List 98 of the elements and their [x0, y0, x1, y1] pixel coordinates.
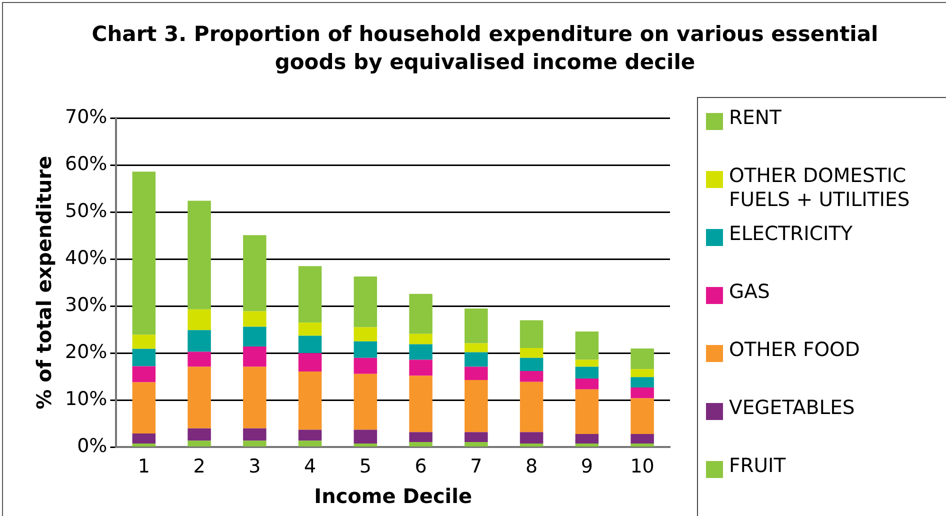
y-tick-label: 30% [64, 294, 108, 316]
bar [188, 309, 211, 330]
bar [132, 366, 156, 382]
x-tick-label: 5 [359, 456, 372, 478]
bar [520, 443, 544, 446]
x-tick-label: 4 [304, 456, 316, 478]
bar [354, 358, 378, 374]
bar [243, 235, 266, 312]
bar [188, 330, 211, 352]
bar [575, 389, 599, 434]
bar [132, 443, 156, 446]
bar [630, 443, 654, 446]
x-tick-label: 7 [470, 456, 482, 478]
bar [188, 200, 211, 310]
bar [132, 348, 156, 366]
x-tick-label: 2 [193, 456, 206, 478]
bar [188, 440, 211, 446]
bar [188, 352, 211, 367]
bar [630, 398, 654, 434]
bar [354, 341, 378, 358]
bar [243, 311, 266, 327]
bar [409, 376, 432, 432]
bar [464, 380, 488, 432]
bar [575, 443, 599, 446]
legend-label: ELECTRICITY [729, 222, 854, 246]
bar [132, 434, 156, 444]
chart-title: Chart 3. Proportion of household expenditure on various essential goods by equivalised income decile [90, 21, 880, 76]
legend-label: VEGETABLES [729, 396, 856, 420]
bar [630, 377, 654, 388]
bar [464, 308, 488, 344]
bar [630, 434, 654, 444]
x-tick-label: 10 [630, 456, 654, 478]
x-tick-label: 3 [248, 456, 261, 478]
legend-label: OTHER DOMESTIC FUELS + UTILITIES [729, 164, 911, 212]
bar [298, 353, 322, 372]
x-tick-label: 9 [580, 456, 593, 478]
legend-label: RENT [729, 106, 782, 130]
bar [575, 360, 599, 367]
x-tick-label: 6 [414, 456, 427, 478]
bar [630, 369, 654, 378]
bar [188, 366, 211, 428]
bar [243, 326, 266, 347]
y-tick-label: 60% [64, 152, 108, 175]
bar [520, 320, 544, 348]
y-tick-label: 20% [64, 341, 108, 364]
x-tick-label: 8 [526, 456, 538, 478]
bar [409, 334, 432, 344]
bar [298, 266, 322, 323]
bar [298, 322, 322, 336]
bar [243, 366, 266, 428]
y-tick-label: 70% [64, 106, 108, 128]
y-tick-label: 50% [64, 200, 108, 222]
bar [630, 348, 654, 370]
y-tick-label: 40% [64, 247, 108, 270]
bar [409, 432, 432, 442]
bar [354, 430, 378, 444]
bar [298, 336, 322, 354]
bar [132, 172, 156, 335]
y-axis-title: % of total expenditure [32, 156, 56, 410]
bar [409, 344, 432, 360]
bar [298, 440, 322, 446]
bar [354, 443, 378, 446]
bar [575, 332, 599, 360]
bar [243, 440, 266, 446]
bar [520, 358, 544, 372]
bar [409, 360, 432, 376]
bar [520, 382, 544, 432]
x-axis-title: Income Decile [314, 484, 472, 508]
bar [464, 366, 488, 380]
bar [243, 346, 266, 367]
legend-label: FRUIT [729, 454, 787, 478]
bar [409, 442, 432, 446]
legend-label: GAS [729, 280, 771, 304]
bar [575, 366, 599, 379]
legend-label: OTHER FOOD [729, 338, 861, 362]
bar [575, 434, 599, 444]
bar [132, 334, 156, 349]
bar [354, 327, 378, 342]
bar [354, 276, 378, 328]
bar [464, 352, 488, 367]
bar [464, 343, 488, 352]
y-tick-label: 0% [77, 435, 108, 458]
bar [520, 432, 544, 444]
bar [464, 432, 488, 442]
bar [354, 374, 378, 430]
bar [575, 378, 599, 390]
bar [298, 430, 322, 441]
bar [520, 348, 544, 358]
y-tick-label: 10% [64, 388, 108, 410]
bar [409, 294, 432, 334]
bar [520, 371, 544, 382]
bar [243, 428, 266, 441]
bar [464, 442, 488, 446]
bar [188, 428, 211, 441]
x-tick-label: 1 [138, 456, 150, 478]
bar [298, 371, 322, 430]
bar [630, 387, 654, 398]
bar [132, 382, 156, 434]
